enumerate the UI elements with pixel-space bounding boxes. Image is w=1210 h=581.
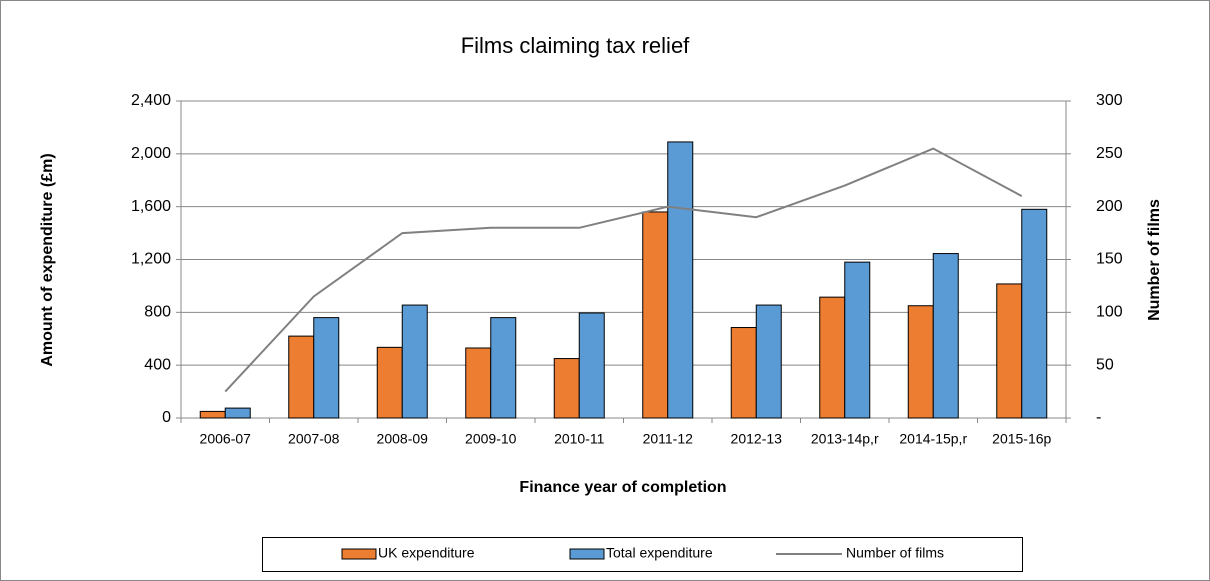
x-tick-label: 2012-13 — [731, 431, 783, 447]
y-tick-label: 400 — [144, 356, 171, 373]
x-tick-label: 2010-11 — [554, 431, 605, 447]
bar — [642, 211, 669, 419]
bar — [578, 312, 605, 419]
bar — [819, 296, 846, 419]
line — [224, 147, 1023, 393]
bar — [199, 410, 226, 419]
bar — [932, 253, 959, 419]
bar — [465, 347, 492, 419]
bar — [288, 335, 315, 419]
y2-tick-label: 150 — [1096, 251, 1123, 268]
legend-label: Number of films — [846, 545, 944, 561]
y-tick-label: 0 — [162, 409, 171, 426]
y2-tick-label: 50 — [1096, 356, 1114, 373]
bar — [224, 407, 251, 419]
bar — [401, 304, 428, 419]
y2-tick-label: 300 — [1096, 92, 1123, 109]
legend-swatch — [341, 548, 377, 560]
x-tick-label: 2007-08 — [288, 431, 340, 447]
y2-axis-label: Number of films — [1146, 199, 1163, 321]
bar — [313, 317, 340, 419]
chart-title: Films claiming tax relief — [461, 33, 690, 58]
bar — [907, 305, 934, 419]
legend-label: UK expenditure — [378, 545, 475, 561]
x-tick-label: 2006-07 — [200, 431, 252, 447]
y-tick-label: 1,200 — [131, 251, 171, 268]
legend-label: Total expenditure — [606, 545, 713, 561]
legend-swatch — [569, 548, 605, 560]
bar — [667, 141, 694, 419]
x-tick-label: 2013-14p,r — [811, 431, 879, 447]
legend-box — [262, 537, 1023, 572]
x-tick-label: 2015-16p — [992, 431, 1051, 447]
bar — [755, 304, 782, 419]
bar — [490, 317, 517, 419]
x-tick-label: 2009-10 — [465, 431, 517, 447]
x-axis-label: Finance year of completion — [519, 479, 726, 496]
x-tick-label: 2008-09 — [377, 431, 429, 447]
y-tick-label: 800 — [144, 304, 171, 321]
y-axis-label: Amount of expenditure (£m) — [39, 153, 56, 366]
bar — [844, 261, 871, 419]
y2-tick-label: 100 — [1096, 304, 1123, 321]
y2-tick-label: - — [1096, 409, 1101, 426]
y-tick-label: 2,000 — [131, 145, 171, 162]
y-tick-label: 2,400 — [131, 92, 171, 109]
bar — [1021, 208, 1048, 419]
y-tick-label: 1,600 — [131, 198, 171, 215]
bar — [553, 358, 580, 419]
bar — [730, 327, 757, 419]
y2-tick-label: 200 — [1096, 198, 1123, 215]
bar — [996, 283, 1023, 419]
x-tick-label: 2014-15p,r — [899, 431, 967, 447]
y2-tick-label: 250 — [1096, 145, 1123, 162]
x-tick-label: 2011-12 — [643, 431, 694, 447]
bar — [376, 346, 403, 419]
